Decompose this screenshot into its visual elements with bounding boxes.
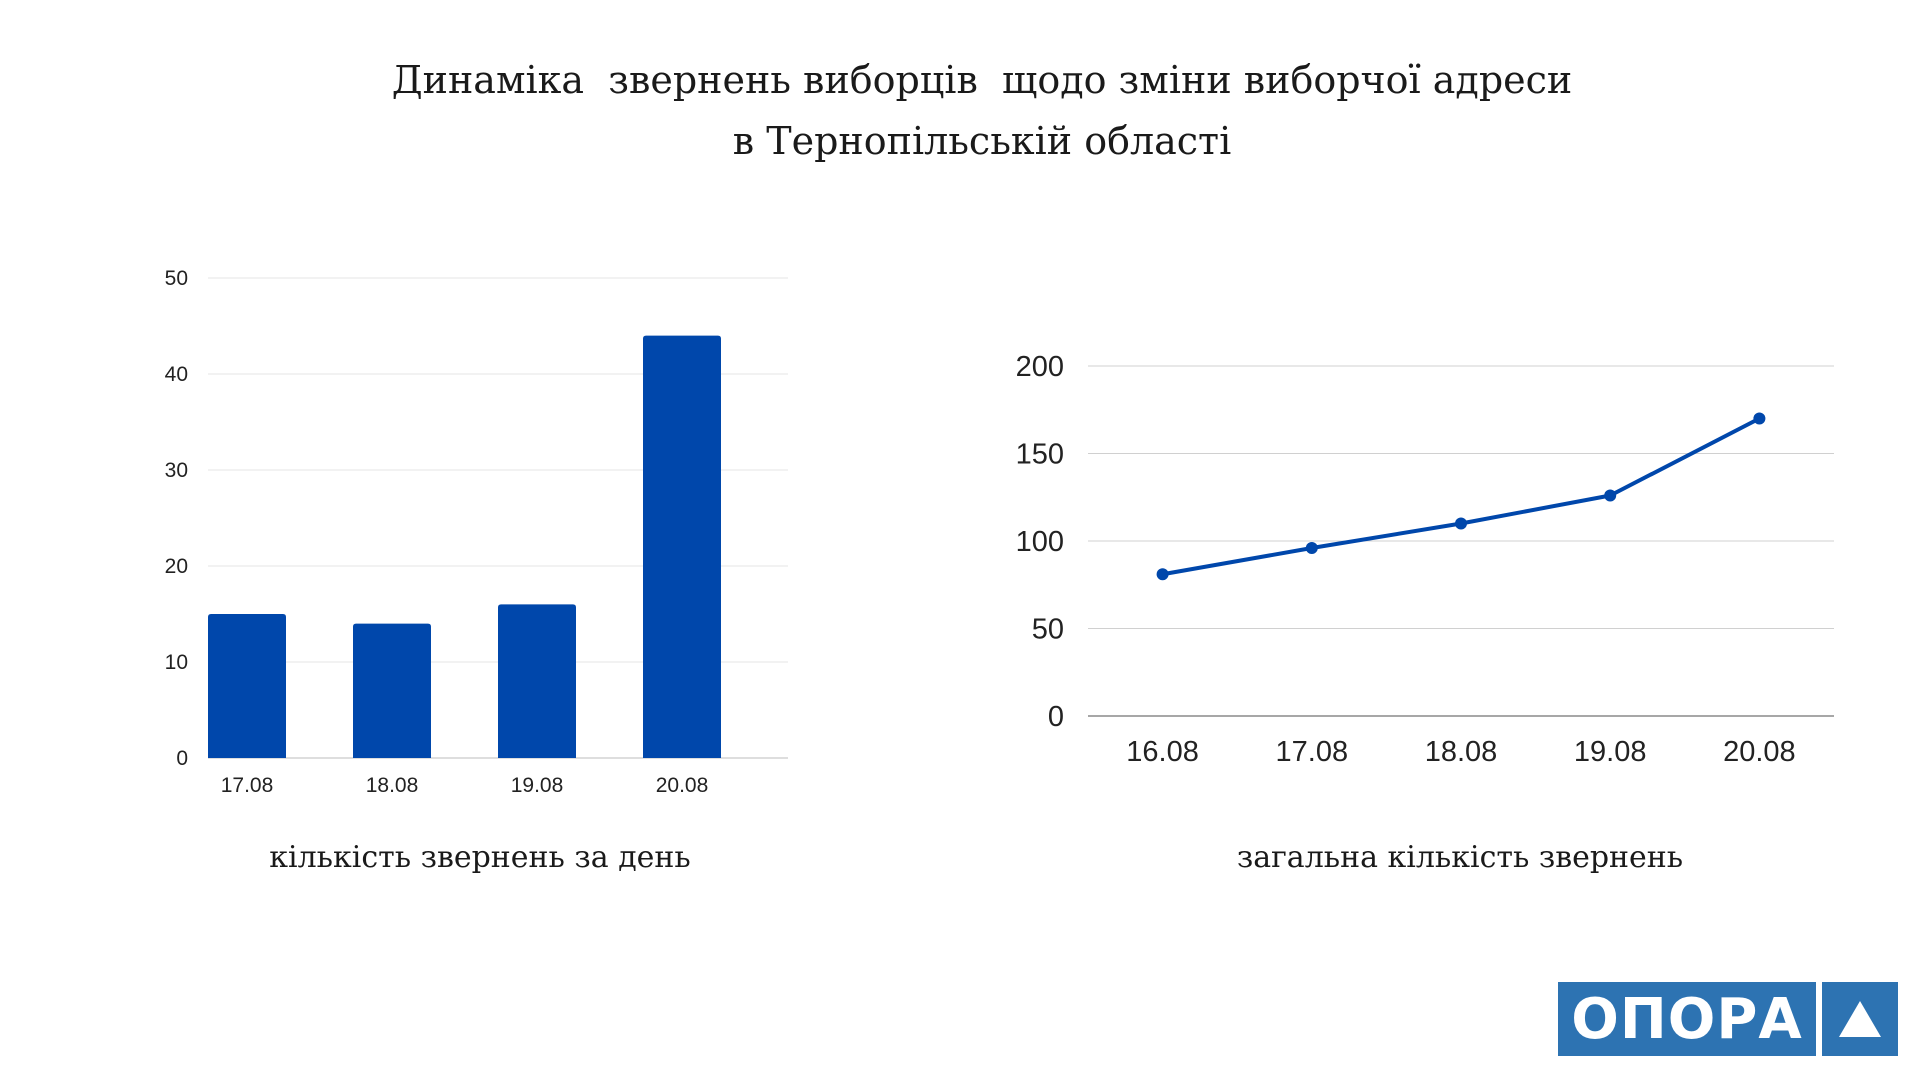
title-line-1: Динаміка звернень виборців щодо зміни ви… xyxy=(391,58,1573,102)
line-x-tick-label: 18.08 xyxy=(1425,736,1498,768)
bar xyxy=(643,335,721,758)
line-x-tick-label: 17.08 xyxy=(1276,736,1349,768)
line-y-tick-label: 50 xyxy=(1032,614,1064,646)
total-requests-line-chart: 0 50 100 150 200 16.08 17.08 18.08 19.08 20.08 xyxy=(1016,351,1834,768)
bar xyxy=(498,604,576,758)
line-x-tick-label: 16.08 xyxy=(1126,736,1199,768)
bar-y-tick-label: 30 xyxy=(165,459,188,482)
line-chart-caption: загальна кількість звернень xyxy=(1236,840,1684,875)
bar-x-tick-label: 18.08 xyxy=(366,774,419,797)
line-y-tick-label: 200 xyxy=(1016,351,1064,383)
line-x-tick-label: 20.08 xyxy=(1723,736,1796,768)
bar-y-tick-label: 0 xyxy=(176,747,188,770)
triangle-icon xyxy=(1822,982,1898,1056)
chart-title: Динаміка звернень виборців щодо зміни ви… xyxy=(0,50,1920,172)
bar-chart-caption: кількість звернень за день xyxy=(269,840,691,875)
daily-requests-bar-chart: 0 10 20 30 40 50 17.08 18.08 19.08 20.08 xyxy=(165,267,788,797)
bar-y-tick-label: 10 xyxy=(165,651,188,674)
data-point xyxy=(1753,412,1766,425)
data-point xyxy=(1156,568,1169,581)
opora-logo: ОПОРА xyxy=(1558,982,1898,1056)
line-y-tick-label: 0 xyxy=(1048,701,1064,733)
line-x-tick-label: 19.08 xyxy=(1574,736,1647,768)
bar-x-tick-label: 20.08 xyxy=(656,774,709,797)
data-point xyxy=(1305,542,1318,554)
bar xyxy=(353,623,431,758)
line-y-tick-label: 100 xyxy=(1016,526,1064,558)
bar-x-tick-label: 17.08 xyxy=(221,774,274,797)
data-point xyxy=(1455,517,1467,530)
line-y-tick-label: 150 xyxy=(1016,439,1064,471)
bar-y-tick-label: 50 xyxy=(165,267,188,290)
title-line-2: в Тернопільській області xyxy=(732,119,1232,163)
bar-x-tick-label: 19.08 xyxy=(511,774,564,797)
series-line xyxy=(1160,416,1762,577)
data-point xyxy=(1604,489,1617,502)
bar-y-tick-label: 40 xyxy=(165,363,188,386)
logo-text: ОПОРА xyxy=(1558,982,1816,1056)
bar-y-tick-label: 20 xyxy=(165,555,188,578)
bar xyxy=(208,614,286,758)
